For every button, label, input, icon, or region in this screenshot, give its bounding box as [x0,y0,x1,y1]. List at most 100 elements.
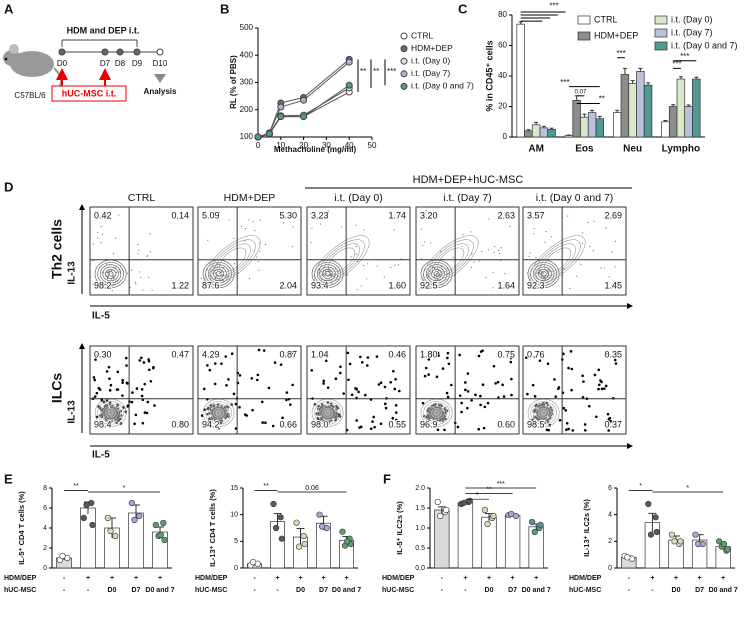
panel-label: C [458,1,468,16]
event-dot [553,378,556,381]
event-dot [537,405,541,409]
contour [323,243,360,277]
contour [433,271,440,277]
event-dot [130,269,133,271]
data-point [460,499,468,506]
event-dot [544,276,546,278]
event-dot [217,281,219,283]
event-dot [446,356,449,360]
row-value: + [134,575,138,582]
event-dot [431,266,433,268]
contour [319,405,336,421]
event-dot [203,408,206,412]
event-dot [100,241,102,244]
event-dot [254,229,256,232]
event-dot [466,406,469,410]
event-dot [114,415,118,419]
data-point [104,514,111,522]
event-dot [605,227,607,229]
event-dot [558,418,562,422]
quadrant-value: 1.74 [388,210,406,220]
legend-label: i.t. (Day 7) [411,68,450,78]
contour [215,271,222,277]
quadrant-value: 0.35 [604,349,622,359]
quadrant-value: 3.23 [311,210,329,220]
column-title: i.t. (Day 0) [334,192,382,204]
event-dot [435,274,437,276]
event-dot [498,351,501,354]
event-dot [439,273,441,276]
event-dot [391,416,395,420]
row-value: + [674,575,678,582]
event-dot [481,383,485,387]
event-dot [581,232,584,234]
event-dot [395,411,398,414]
event-dot [366,278,368,280]
event-dot [290,351,294,355]
event-dot [538,269,540,271]
day-label: D8 [115,59,126,68]
event-dot [557,386,561,389]
y-axis-label: IL-5⁺ ILC2s (%) [395,501,404,555]
y-tick-label: 2 [43,545,47,552]
event-dot [544,241,546,243]
event-dot [557,251,559,254]
event-dot [134,281,136,283]
y-axis-label: % in CD45⁺ cells [484,40,494,111]
data-point [671,538,678,545]
event-dot [125,364,128,367]
event-dot [422,244,424,246]
row-value: + [321,575,325,582]
quadrant-value: 0.87 [279,349,297,359]
data-point [277,514,284,521]
event-dot [441,367,445,370]
bar [612,112,622,138]
event-dot [105,370,109,373]
event-dot [614,362,618,365]
legend-label: HDM+DEP [411,43,453,53]
event-dot [112,414,116,417]
data-point [318,523,326,530]
event-dot [542,272,544,274]
event-dot [261,421,264,424]
event-dot [140,388,144,391]
event-dot [581,374,584,378]
event-dot [224,355,228,358]
data-point [293,519,300,526]
event-dot [93,378,97,382]
x-tick-label: 20 [299,141,308,150]
event-dot [138,249,140,251]
event-dot [240,225,243,227]
y-tick-label: 60 [498,41,507,50]
sig-label: *** [549,2,558,11]
event-dot [311,227,313,230]
sig-label: * [476,492,479,499]
event-dot [376,265,378,267]
event-dot [322,382,325,385]
x-tick-label: Eos [575,144,594,155]
event-dot [587,404,591,408]
contour [428,266,445,282]
contour [214,243,251,277]
event-dot [482,426,486,430]
panel-label: A [4,1,14,16]
event-dot [602,387,606,390]
event-dot [356,289,358,291]
row-value: - [628,587,631,594]
data-point [316,511,323,518]
x-tick-label: 30 [322,141,331,150]
event-dot [327,270,329,272]
event-dot [605,351,608,355]
event-dot [443,428,446,432]
event-dot [267,386,271,390]
row-value: D0 and 7 [145,587,174,594]
row-label: HDM/DEP [569,575,602,582]
contour [428,405,445,421]
bar [595,118,605,138]
event-dot [498,250,500,252]
event-dot [361,361,364,364]
event-dot [583,429,587,432]
event-dot [434,268,436,270]
event-dot [213,362,217,365]
flow-plot: 4.29 0.87 94.2 0.66 [197,345,302,435]
